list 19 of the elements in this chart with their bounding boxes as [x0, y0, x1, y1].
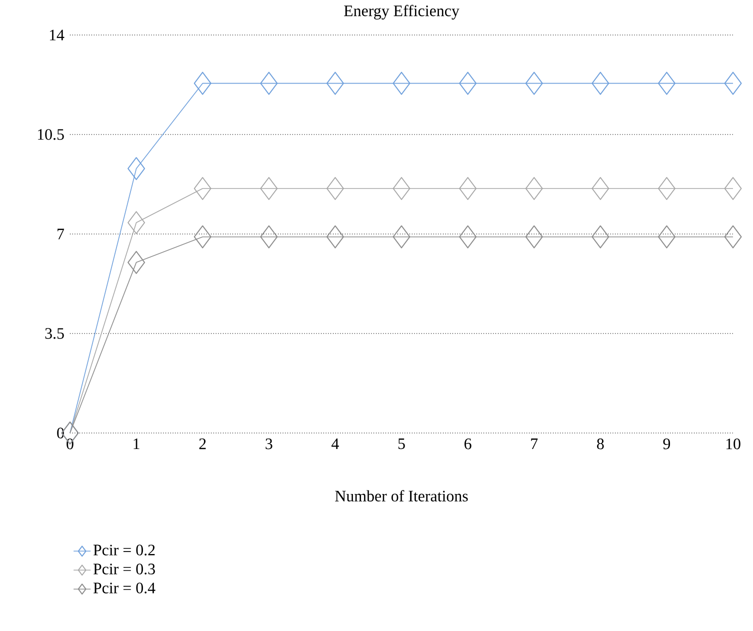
- x-tick-label: 1: [134, 438, 140, 450]
- y-tick-label: 3.5: [45, 328, 64, 339]
- x-axis-title: Number of Iterations: [335, 490, 468, 502]
- x-tick-label: 3: [266, 438, 272, 450]
- legend-label: Pcir = 0.3: [93, 564, 155, 574]
- x-tick-label: 6: [464, 438, 472, 450]
- legend-label: Pcir = 0.2: [93, 544, 155, 556]
- y-tick-label: 10.5: [38, 129, 64, 140]
- y-tick-label: 14: [50, 30, 64, 40]
- x-tick-label: 4: [332, 438, 339, 450]
- x-tick-label: 7: [531, 438, 538, 449]
- x-tick-label: 8: [597, 438, 604, 450]
- chart-title: Energy Efficiency: [344, 4, 460, 20]
- legend-label: Pcir = 0.4: [93, 582, 156, 594]
- y-tick-label: 7: [58, 228, 64, 240]
- x-tick-label: 2: [199, 438, 206, 450]
- x-tick-label: 5: [398, 438, 405, 450]
- x-tick-label: 9: [663, 438, 670, 450]
- x-tick-label: 10: [726, 438, 740, 450]
